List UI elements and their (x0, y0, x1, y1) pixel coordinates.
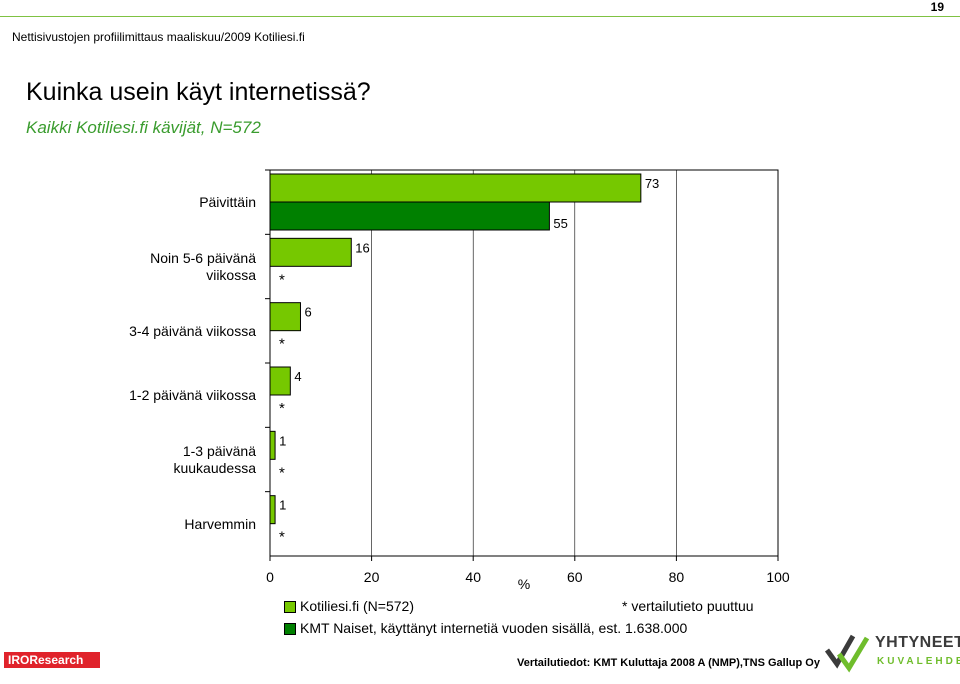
legend-swatch-series2 (284, 623, 296, 636)
category-label: Noin 5-6 päivänä (150, 250, 256, 266)
category-label: 1-2 päivänä viikossa (129, 387, 256, 403)
bar-series1 (269, 173, 642, 203)
category-label: Harvemmin (184, 516, 256, 532)
data-label-series1: 1 (279, 498, 286, 513)
x-tick-label: 40 (465, 569, 481, 585)
data-label-series1: 1 (279, 433, 286, 448)
bar-series1 (269, 430, 276, 460)
chart-title: Kuinka usein käyt internetissä? (26, 78, 371, 106)
page-number: 19 (930, 0, 944, 14)
missing-data-marker: * (279, 400, 285, 417)
bar-series2 (269, 201, 550, 231)
category-label: viikossa (206, 267, 256, 283)
x-tick-label: 0 (266, 569, 274, 585)
logo-mark-icon (824, 634, 870, 673)
x-tick-label: 100 (766, 569, 790, 585)
bar-series1 (269, 495, 276, 525)
iroresearch-logo: IROResearch (4, 652, 100, 668)
x-axis-label: % (518, 576, 530, 592)
logo-word-kuvalehdet: KUVALEHDET (877, 656, 960, 667)
chart-subtitle: Kaikki Kotiliesi.fi kävijät, N=572 (26, 118, 261, 137)
page-header: Nettisivustojen profiilimittaus maalisku… (12, 30, 305, 44)
missing-data-note: * vertailutieto puuttuu (622, 598, 754, 614)
data-label-series1: 73 (645, 176, 659, 191)
category-label: 3-4 päivänä viikossa (129, 323, 256, 339)
legend-item-series1: Kotiliesi.fi (N=572) (284, 598, 414, 614)
data-label-series1: 6 (304, 305, 311, 320)
legend-label-series2: KMT Naiset, käyttänyt internetiä vuoden … (300, 620, 688, 636)
header-divider (0, 16, 960, 17)
category-label: Päivittäin (199, 194, 256, 210)
x-tick-label: 80 (669, 569, 685, 585)
data-label-series2: 55 (553, 216, 567, 231)
yhtyneet-kuvalehdet-logo: YHTYNEET KUVALEHDET (823, 624, 960, 676)
missing-data-marker: * (279, 529, 285, 546)
data-label-series1: 4 (294, 369, 301, 384)
legend-swatch-series1 (284, 601, 296, 614)
category-label: 1-3 päivänä (183, 443, 256, 459)
data-label-series1: 16 (355, 240, 369, 255)
legend-label-series1: Kotiliesi.fi (N=572) (300, 598, 414, 614)
x-tick-label: 60 (567, 569, 583, 585)
bar-series1 (269, 366, 291, 396)
x-tick-label: 20 (364, 569, 380, 585)
missing-data-marker: * (279, 464, 285, 481)
logo-word-yhtyneet: YHTYNEET (875, 634, 960, 651)
missing-data-marker: * (279, 336, 285, 353)
category-label: kuukaudessa (173, 460, 256, 476)
bar-series1 (269, 302, 301, 332)
missing-data-marker: * (279, 271, 285, 288)
bar-series1 (269, 237, 352, 267)
source-note: Vertailutiedot: KMT Kuluttaja 2008 A (NM… (517, 657, 820, 669)
legend-item-series2: KMT Naiset, käyttänyt internetiä vuoden … (284, 620, 687, 636)
